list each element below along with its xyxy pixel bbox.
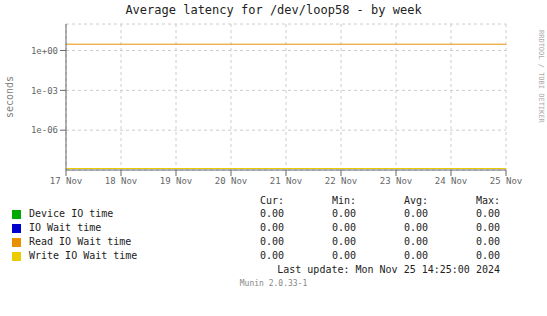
html-text:0.00: 0.00 xyxy=(331,250,356,261)
html-text:0.00: 0.00 xyxy=(331,222,356,233)
html-text:Cur:: Cur: xyxy=(259,195,284,206)
html-text:0.00: 0.00 xyxy=(403,236,428,247)
html-text:0.00: 0.00 xyxy=(259,236,284,247)
svg-text:1e-06: 1e-06 xyxy=(31,125,58,135)
svg-text:20 Nov: 20 Nov xyxy=(215,176,248,186)
svg-text:25 Nov: 25 Nov xyxy=(490,176,523,186)
html-text:Min:: Min: xyxy=(331,195,356,206)
svg-text:19 Nov: 19 Nov xyxy=(160,176,193,186)
html-text:Device IO time: Device IO time xyxy=(29,208,114,219)
html-text:0.00: 0.00 xyxy=(475,222,500,233)
html-text:0.00: 0.00 xyxy=(475,236,500,247)
html-text:RRDTOOL / TOBI OETIKER: RRDTOOL / TOBI OETIKER xyxy=(537,30,545,123)
html-text:Read IO Wait time: Read IO Wait time xyxy=(29,236,132,247)
html-text:0.00: 0.00 xyxy=(259,250,284,261)
svg-text:seconds: seconds xyxy=(8,76,15,118)
html-text:0.00: 0.00 xyxy=(259,208,284,219)
svg-text:18 Nov: 18 Nov xyxy=(105,176,138,186)
html-text:0.00: 0.00 xyxy=(403,208,428,219)
svg-text:1e+00: 1e+00 xyxy=(31,46,58,56)
html-text:0.00: 0.00 xyxy=(331,236,356,247)
svg-text:22 Nov: 22 Nov xyxy=(325,176,358,186)
html-text:0.00: 0.00 xyxy=(403,250,428,261)
html-text:Average latency for /dev/loop5: Average latency for /dev/loop58 - by wee… xyxy=(125,3,422,17)
html-text:0.00: 0.00 xyxy=(475,250,500,261)
html-text:0.00: 0.00 xyxy=(331,208,356,219)
html-text:Write IO Wait time: Write IO Wait time xyxy=(29,250,138,261)
svg-text:17 Nov: 17 Nov xyxy=(50,176,83,186)
svg-text:21 Nov: 21 Nov xyxy=(270,176,303,186)
html-text:Munin 2.0.33-1: Munin 2.0.33-1 xyxy=(239,279,308,288)
svg-text:1e-03: 1e-03 xyxy=(31,86,58,96)
html-text:0.00: 0.00 xyxy=(403,222,428,233)
html-text:0.00: 0.00 xyxy=(259,222,284,233)
svg-text:24 Nov: 24 Nov xyxy=(435,176,468,186)
html-text:Avg:: Avg: xyxy=(403,195,428,206)
html-text:IO Wait time: IO Wait time xyxy=(29,222,102,233)
html-text:Last update: Mon Nov 25 14:25:: Last update: Mon Nov 25 14:25:00 2024 xyxy=(277,264,500,275)
html-text:0.00: 0.00 xyxy=(475,208,500,219)
html-text:Max:: Max: xyxy=(475,195,500,206)
svg-text:23 Nov: 23 Nov xyxy=(380,176,413,186)
